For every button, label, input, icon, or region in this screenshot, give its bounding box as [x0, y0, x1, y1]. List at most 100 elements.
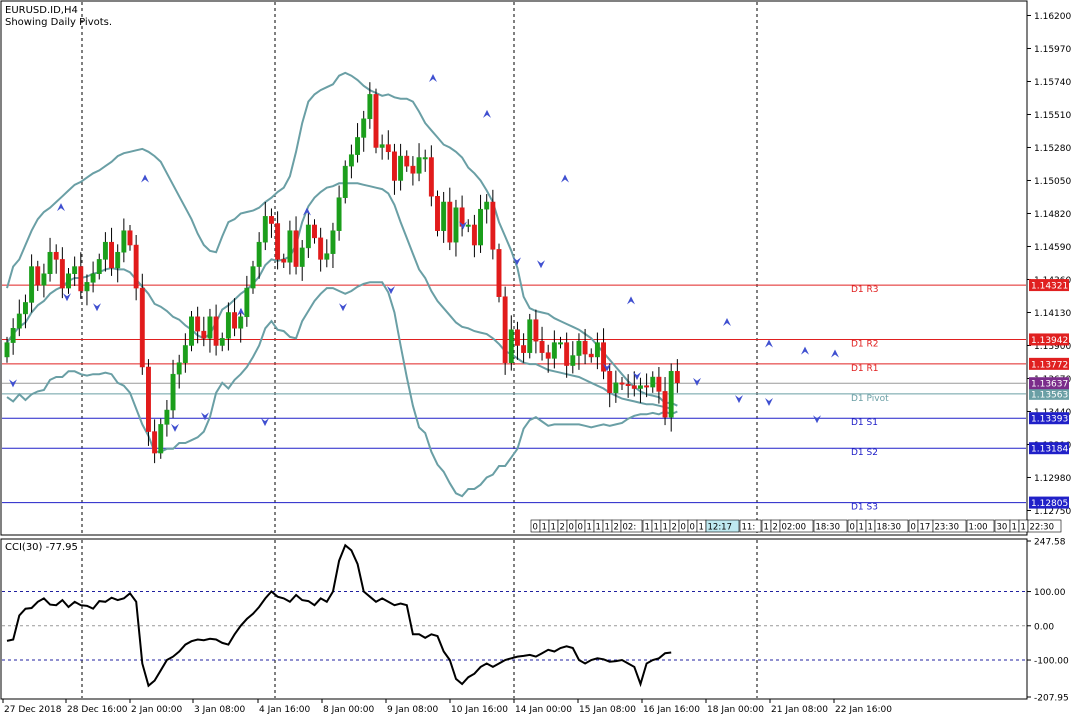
history-cell-text-3: 2 [560, 523, 565, 533]
time-label-3: 3 Jan 08:00 [194, 705, 246, 715]
candle-body-38 [238, 316, 244, 329]
fractal-down-8 [459, 221, 467, 230]
price-tick-label-14: 1.12980 [1034, 474, 1071, 484]
candle-body-20 [127, 230, 133, 246]
price-tick-label-5: 1.15050 [1034, 177, 1071, 187]
candle-body-95 [588, 353, 594, 358]
candle-body-60 [373, 94, 379, 148]
candle-body-11 [72, 266, 78, 274]
candle-body-76 [471, 224, 477, 246]
pivot-name-3: D1 Pivot [851, 394, 889, 404]
history-cell-text-14: 2 [672, 523, 677, 533]
candle-body-10 [66, 273, 71, 289]
history-cell-text-27: 18:30 [877, 523, 902, 533]
cci-tick-label-2: 0.00 [1034, 622, 1054, 632]
candle-body-88 [545, 352, 551, 359]
subtitle-label: Showing Daily Pivots. [5, 17, 112, 28]
candle-body-106 [656, 376, 662, 392]
time-label-11: 18 Jan 00:00 [707, 705, 764, 715]
time-axis: 27 Dec 2018 28 Dec 16:00 2 Jan 00:00 3 Jan … [2, 699, 892, 715]
fractal-down-5 [261, 418, 269, 427]
candle-body-57 [355, 137, 361, 155]
fractals-layer [9, 74, 839, 432]
history-cell-text-2: 1 [551, 523, 556, 533]
fractal-up-8 [723, 317, 731, 326]
time-label-4: 4 Jan 16:00 [259, 705, 311, 715]
candle-body-6 [41, 273, 47, 286]
fractal-down-10 [537, 260, 545, 269]
fractal-up-7 [627, 296, 635, 305]
candle-body-81 [502, 296, 508, 363]
candle-body-102 [631, 385, 637, 389]
candle-body-66 [410, 165, 416, 174]
fractal-down-14 [735, 395, 743, 404]
candle-body-64 [398, 155, 404, 181]
symbol-label: EURUSD.ID,H4 [5, 5, 78, 16]
fractal-down-13 [693, 377, 701, 386]
candle-body-100 [619, 382, 625, 385]
history-cell-text-12: 1 [654, 523, 659, 533]
candle-body-5 [35, 266, 41, 286]
candle-body-3 [23, 302, 28, 315]
candle-body-16 [102, 241, 108, 260]
price-tick-label-1: 1.15970 [1034, 45, 1071, 55]
candle-body-25 [158, 424, 164, 454]
history-cell-bg-19 [739, 519, 762, 533]
history-cell-bg-23 [813, 519, 848, 533]
candle-body-26 [164, 409, 170, 425]
history-cell-text-16: 0 [690, 523, 695, 533]
history-cell-text-35: 22:30 [1030, 523, 1055, 533]
cci-line [6, 543, 672, 688]
candle-body-27 [170, 373, 176, 411]
history-cell-text-18: 12:17 [708, 523, 733, 533]
history-cell-text-9: 2 [614, 523, 619, 533]
price-tick-label-6: 1.14820 [1034, 210, 1071, 220]
fractal-up-4 [429, 74, 437, 83]
history-cell-text-20: 1 [764, 523, 769, 533]
history-cell-text-34: 1 [1021, 523, 1026, 533]
candle-body-43 [269, 216, 274, 224]
candle-body-80 [496, 249, 502, 297]
cci-tick-label-3: -100.00 [1034, 657, 1069, 667]
candle-body-7 [47, 251, 53, 274]
pivot-tag-bg-4 [1029, 412, 1069, 425]
pivot-tag-text-0: 1.14321 [1031, 282, 1068, 292]
fractal-down-2 [93, 303, 101, 312]
candle-body-12 [78, 266, 84, 292]
candle-body-55 [342, 165, 348, 198]
candle-body-9 [59, 259, 65, 289]
candle-body-28 [176, 362, 182, 375]
pivot-name-1: D1 R2 [851, 339, 879, 349]
history-cell-text-31: 1:00 [969, 523, 988, 533]
fractal-up-0 [57, 203, 65, 212]
pivot-name-4: D1 S1 [851, 418, 878, 428]
history-cell-bg-18 [705, 519, 740, 533]
candle-body-93 [576, 340, 582, 356]
history-cell-text-5: 0 [578, 523, 583, 533]
fractal-down-1 [63, 293, 71, 302]
pivot-tag-text-4: 1.13393 [1031, 415, 1068, 425]
candle-body-22 [139, 287, 145, 368]
candle-body-0 [4, 342, 10, 358]
candle-body-61 [379, 144, 385, 148]
candle-body-39 [244, 287, 250, 318]
fractal-down-4 [201, 412, 209, 421]
price-tick-label-10: 1.13900 [1034, 342, 1071, 352]
candle-body-59 [367, 94, 373, 120]
candle-body-33 [207, 316, 213, 339]
candle-body-56 [348, 154, 354, 167]
candle-body-8 [53, 251, 59, 260]
history-cell-text-10: 02: [623, 523, 637, 533]
history-cell-text-0: 0 [533, 523, 538, 533]
time-label-0: 27 Dec 2018 [4, 705, 62, 715]
candle-body-48 [299, 247, 305, 267]
pivot-tag-bg-5 [1029, 442, 1069, 455]
bollinger-lower [6, 281, 678, 498]
fractal-down-9 [513, 257, 521, 266]
candle-body-91 [564, 342, 570, 366]
history-cell-text-15: 0 [681, 523, 686, 533]
pivot-price-tags: 1.14321 1.13942 1.13772 1.13563 1.13393 1.131… [1029, 279, 1069, 509]
candle-body-35 [219, 338, 225, 346]
candle-body-19 [121, 230, 127, 253]
